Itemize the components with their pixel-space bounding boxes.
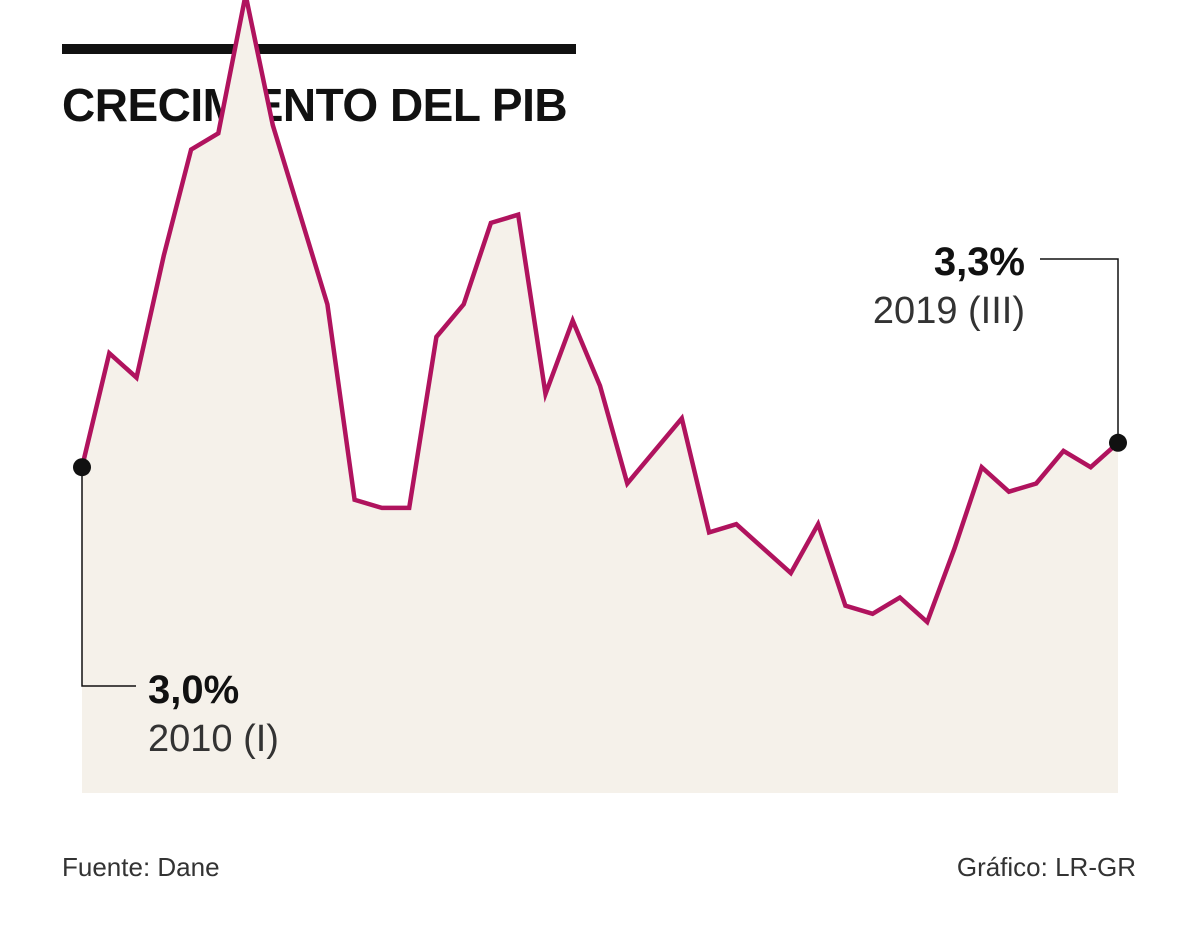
title-rule: [62, 44, 576, 54]
series-line: [79, 0, 1120, 626]
leader-layer: [81, 258, 1119, 687]
start-leader-line: [81, 467, 136, 687]
source-note: Fuente: Dane: [62, 852, 220, 882]
area-fill: [82, 0, 1118, 793]
chart-title: CRECIMIENTO DEL PIB: [62, 79, 568, 131]
area-layer: [82, 0, 1118, 793]
marker-layer: [73, 433, 1127, 477]
end-leader-line: [1040, 258, 1119, 443]
end-point-marker: [1109, 433, 1127, 452]
line-layer: [79, 0, 1120, 626]
credit-note: Gráfico: LR-GR: [956, 852, 1136, 882]
start-point-marker: [73, 458, 91, 477]
start-period-label: 2010 (I): [148, 718, 279, 760]
end-period-label: 2019 (III): [872, 290, 1025, 332]
start-value-label: 3,0%: [148, 668, 240, 712]
end-value-label: 3,3%: [933, 240, 1025, 284]
